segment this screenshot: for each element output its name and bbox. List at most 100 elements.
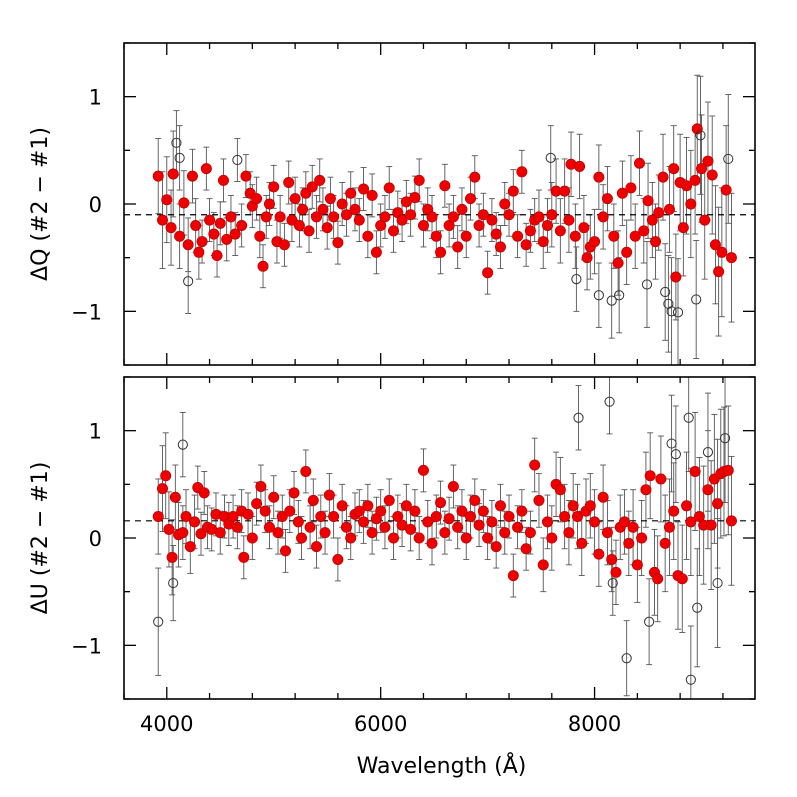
data-point [242,508,254,520]
data-point-open [663,298,674,309]
data-point [306,181,318,193]
data-point [221,233,233,245]
data-point-open [571,274,582,285]
tick-layer [123,42,755,366]
data-point [469,494,481,506]
data-point [460,532,472,544]
data-point [702,155,714,167]
data-point [537,559,549,571]
data-point [691,123,703,135]
data-point [186,170,198,182]
data-point [196,236,208,248]
data-point-open [670,449,681,460]
data-point [452,521,464,533]
data-point [383,494,395,506]
data-point-open [695,130,706,141]
data-point [422,516,434,528]
data-point [405,209,417,221]
data-point-open [692,602,703,613]
data-point-open [232,154,243,166]
data-point [559,185,571,197]
y-axis-label-delta-u: ΔU (#2 − #1) [28,462,53,615]
data-point [268,491,280,503]
data-point [465,193,477,205]
data-point [238,551,250,563]
data-point [292,516,304,528]
data-point [659,537,671,549]
y-tick-label-zero: 0 [89,527,102,551]
data-point [542,219,554,231]
data-point [663,521,675,533]
data-point [663,203,675,215]
data-point [362,500,374,512]
data-point [323,489,335,501]
data-point [725,252,737,264]
data-point [276,511,288,523]
data-point [328,511,340,523]
data-point [293,219,305,231]
data-point [499,198,511,210]
y-axis-label-delta-q: ΔQ (#2 − #1) [28,127,53,281]
data-point-open [153,616,164,627]
data-point [296,532,308,544]
data-point [409,192,421,204]
data-point [430,230,442,242]
data-point [676,573,688,585]
data-point [268,181,280,193]
data-point [379,211,391,223]
data-point [533,211,545,223]
data-point [507,570,519,582]
data-point [283,177,295,189]
data-point [524,225,536,237]
data-point-open [183,276,194,287]
data-point [627,521,639,533]
data-point [633,157,645,169]
x-tick-label-6000: 6000 [354,712,407,736]
data-point [456,505,468,517]
data-point [229,228,241,240]
data-point [236,219,248,231]
data-point [246,532,258,544]
data-point [254,230,266,242]
data-point-open [545,152,556,163]
data-point [581,252,593,264]
data-point [644,470,656,482]
data-point [571,511,583,523]
data-point [696,163,708,175]
data-point-open [177,439,188,450]
data-point [413,174,425,186]
data-point [279,545,291,557]
data-point [426,537,438,549]
data-point [303,225,315,237]
y-tick-labels: 1 0 −1 [71,420,102,659]
data-point [311,541,323,553]
data-point-open [712,577,723,589]
data-point-open [641,279,653,290]
data-point [311,211,323,223]
data-point [706,169,718,181]
data-point [417,464,429,476]
data-point [597,211,609,223]
y-tick-label-neg1: −1 [71,300,102,324]
data-point [251,193,263,205]
data-point [160,470,172,482]
tick-layer [123,376,755,700]
data-point [584,500,596,512]
data-point [554,484,566,496]
x-tick-label-4000: 4000 [140,712,193,736]
data-point [379,521,391,533]
data-point [559,511,571,523]
data-point [507,185,519,197]
data-point [362,230,374,242]
data-point [636,532,648,544]
data-point [473,219,485,231]
data-point-open [660,286,671,298]
data-point [166,551,178,563]
data-point [190,219,202,231]
panel-delta-q: 1 0 −1 ΔQ (#2 − #1) [28,42,756,366]
data-point [169,491,181,503]
data-point [642,195,654,207]
data-point [631,559,643,571]
data-point [546,209,558,221]
data-point-open [171,137,182,148]
